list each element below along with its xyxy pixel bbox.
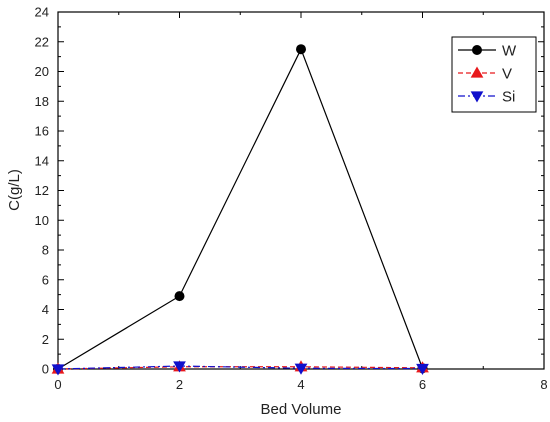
legend-marker-w — [472, 45, 482, 55]
y-tick-label: 24 — [35, 5, 49, 20]
series-si-point — [173, 361, 186, 373]
y-tick-label: 10 — [35, 213, 49, 228]
series-w-point — [296, 44, 306, 55]
y-axis-title: C(g/L) — [6, 169, 23, 211]
y-tick-label: 2 — [42, 332, 49, 347]
x-tick-label: 6 — [419, 377, 426, 392]
y-tick-label: 4 — [42, 302, 49, 317]
y-tick-label: 8 — [42, 243, 49, 258]
series-w — [53, 44, 428, 374]
series-si-line — [57, 365, 423, 370]
y-tick-label: 20 — [35, 64, 49, 79]
series-si-point — [51, 364, 65, 376]
legend-label-v: V — [502, 66, 512, 83]
legend: WV Si — [451, 36, 537, 113]
y-tick-label: 16 — [35, 124, 49, 139]
legend-marker-si — [470, 91, 484, 103]
x-axis-title: Bed Volume — [261, 401, 342, 418]
y-tick-label: 22 — [35, 34, 49, 49]
series-layer — [51, 44, 429, 376]
series-si-point — [416, 363, 429, 376]
y-tick-label: 0 — [42, 362, 49, 377]
series-si — [51, 361, 429, 376]
x-tick-label: 0 — [54, 377, 61, 392]
x-tick-label: 2 — [176, 377, 183, 392]
series-w-line — [57, 47, 424, 370]
y-tick-label: 18 — [35, 94, 49, 109]
legend-label-si: Si — [502, 89, 515, 106]
legend-box — [451, 36, 537, 113]
legend-label-w: W — [502, 43, 517, 60]
series-si-point — [294, 363, 308, 375]
legend-marker-v — [470, 66, 484, 78]
x-tick-label: 4 — [297, 377, 304, 392]
y-tick-label: 12 — [35, 183, 49, 198]
y-tick-label: 14 — [35, 153, 49, 168]
y-tick-label: 6 — [42, 272, 49, 287]
x-tick-label: 8 — [540, 377, 547, 392]
series-w-point — [174, 291, 185, 302]
